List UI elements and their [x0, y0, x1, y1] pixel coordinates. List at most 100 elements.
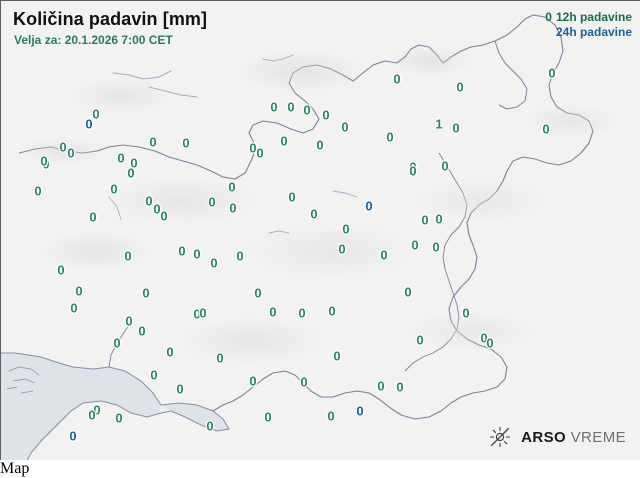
station-value[interactable]: 0: [124, 248, 132, 264]
station-value[interactable]: 0: [57, 262, 65, 278]
arso-vreme-logo[interactable]: ARSO VREME: [489, 426, 626, 448]
station-value[interactable]: 0: [342, 221, 350, 237]
station-value[interactable]: 0: [542, 121, 550, 137]
station-value[interactable]: 0: [110, 181, 118, 197]
page-title: Količina padavin [mm]: [13, 9, 208, 29]
station-value[interactable]: 0: [480, 330, 488, 346]
station-value[interactable]: 0: [40, 153, 48, 169]
station-value[interactable]: 1: [435, 116, 443, 132]
station-value[interactable]: 0: [396, 379, 404, 395]
station-value[interactable]: 0: [310, 206, 318, 222]
station-value[interactable]: 0: [333, 348, 341, 364]
station-value[interactable]: 0: [42, 156, 50, 172]
logo-text: ARSO VREME: [521, 429, 626, 446]
station-value[interactable]: 0: [138, 323, 146, 339]
station-value[interactable]: 0: [208, 194, 216, 210]
station-value[interactable]: 0: [365, 198, 373, 214]
legend-label-24h: 24h padavine: [555, 25, 632, 39]
station-value[interactable]: 0: [93, 402, 101, 418]
station-value[interactable]: 0: [269, 304, 277, 320]
station-value[interactable]: 0: [193, 246, 201, 262]
station-value[interactable]: 0: [160, 208, 168, 224]
station-value[interactable]: 0: [59, 139, 67, 155]
station-value[interactable]: 0: [67, 145, 75, 161]
station-value[interactable]: 0: [298, 305, 306, 321]
slovenia-map[interactable]: [1, 1, 640, 460]
station-value[interactable]: 0: [377, 378, 385, 394]
station-value[interactable]: 0: [166, 344, 174, 360]
station-value[interactable]: 0: [322, 107, 330, 123]
station-value[interactable]: 0: [236, 248, 244, 264]
station-value[interactable]: 0: [435, 211, 443, 227]
station-value[interactable]: 0: [316, 137, 324, 153]
station-value[interactable]: 0: [125, 313, 133, 329]
station-value[interactable]: 0: [115, 410, 123, 426]
station-value[interactable]: 0: [254, 285, 262, 301]
station-value[interactable]: 0: [404, 284, 412, 300]
station-value[interactable]: 0: [416, 332, 424, 348]
station-value[interactable]: 0: [432, 239, 440, 255]
station-value[interactable]: 0: [249, 373, 257, 389]
station-value[interactable]: 0: [393, 71, 401, 87]
station-value[interactable]: 0: [142, 285, 150, 301]
station-value[interactable]: 0: [280, 133, 288, 149]
station-value[interactable]: 0: [85, 116, 93, 132]
station-value[interactable]: 0: [270, 99, 278, 115]
station-value[interactable]: 0: [462, 305, 470, 321]
station-value[interactable]: 0: [264, 409, 272, 425]
station-value[interactable]: 0: [88, 407, 96, 423]
station-value[interactable]: 0: [153, 201, 161, 217]
station-value[interactable]: 0: [75, 283, 83, 299]
station-value[interactable]: 0: [287, 99, 295, 115]
station-value[interactable]: 0: [150, 367, 158, 383]
station-value[interactable]: 0: [328, 303, 336, 319]
station-value[interactable]: 0: [206, 418, 214, 434]
station-value[interactable]: 0: [130, 155, 138, 171]
validity-timestamp: Velja za: 20.1.2026 7:00 CET: [14, 33, 173, 47]
station-value[interactable]: 0: [338, 241, 346, 257]
station-value[interactable]: 0: [456, 79, 464, 95]
station-value[interactable]: 0: [327, 408, 335, 424]
sun-weather-icon: [490, 426, 511, 448]
station-value[interactable]: 0: [149, 134, 157, 150]
station-value[interactable]: 0: [193, 306, 201, 322]
station-value[interactable]: 0: [199, 305, 207, 321]
station-value[interactable]: 0: [89, 209, 97, 225]
station-value[interactable]: 0: [127, 165, 135, 181]
station-value[interactable]: 0: [409, 159, 417, 175]
station-value[interactable]: 0: [288, 189, 296, 205]
station-value[interactable]: 0: [356, 403, 364, 419]
station-value[interactable]: 0: [117, 150, 125, 166]
station-value[interactable]: 0: [386, 129, 394, 145]
station-value[interactable]: 0: [69, 428, 77, 444]
station-value[interactable]: 0: [256, 145, 264, 161]
station-value[interactable]: 0: [380, 247, 388, 263]
station-value[interactable]: 0: [176, 381, 184, 397]
station-value[interactable]: 0: [409, 163, 417, 179]
station-value[interactable]: 0: [70, 300, 78, 316]
station-value[interactable]: 0: [92, 106, 100, 122]
legend-item-24h: 24h padavine: [545, 25, 632, 40]
station-value[interactable]: 0: [228, 179, 236, 195]
station-value[interactable]: 0: [145, 193, 153, 209]
station-value[interactable]: 0: [178, 243, 186, 259]
station-value[interactable]: 0: [441, 158, 449, 174]
station-value[interactable]: 0: [548, 65, 556, 81]
legend-swatch-12h: 0: [545, 10, 552, 24]
station-value[interactable]: 0: [210, 255, 218, 271]
station-value[interactable]: 0: [452, 120, 460, 136]
station-value[interactable]: 0: [411, 237, 419, 253]
station-value[interactable]: 0: [421, 212, 429, 228]
station-value[interactable]: 0: [341, 119, 349, 135]
station-value[interactable]: 0: [249, 140, 257, 156]
station-value[interactable]: 0: [229, 200, 237, 216]
logo-text-bold: ARSO: [521, 428, 567, 446]
station-value[interactable]: 0: [303, 102, 311, 118]
station-value[interactable]: 0: [216, 350, 224, 366]
station-value[interactable]: 0: [113, 335, 121, 351]
station-value[interactable]: 0: [34, 183, 42, 199]
station-value[interactable]: 0: [300, 374, 308, 390]
legend-label-12h: 12h padavine: [555, 10, 632, 24]
station-value[interactable]: 0: [486, 335, 494, 351]
station-value[interactable]: 0: [182, 135, 190, 151]
